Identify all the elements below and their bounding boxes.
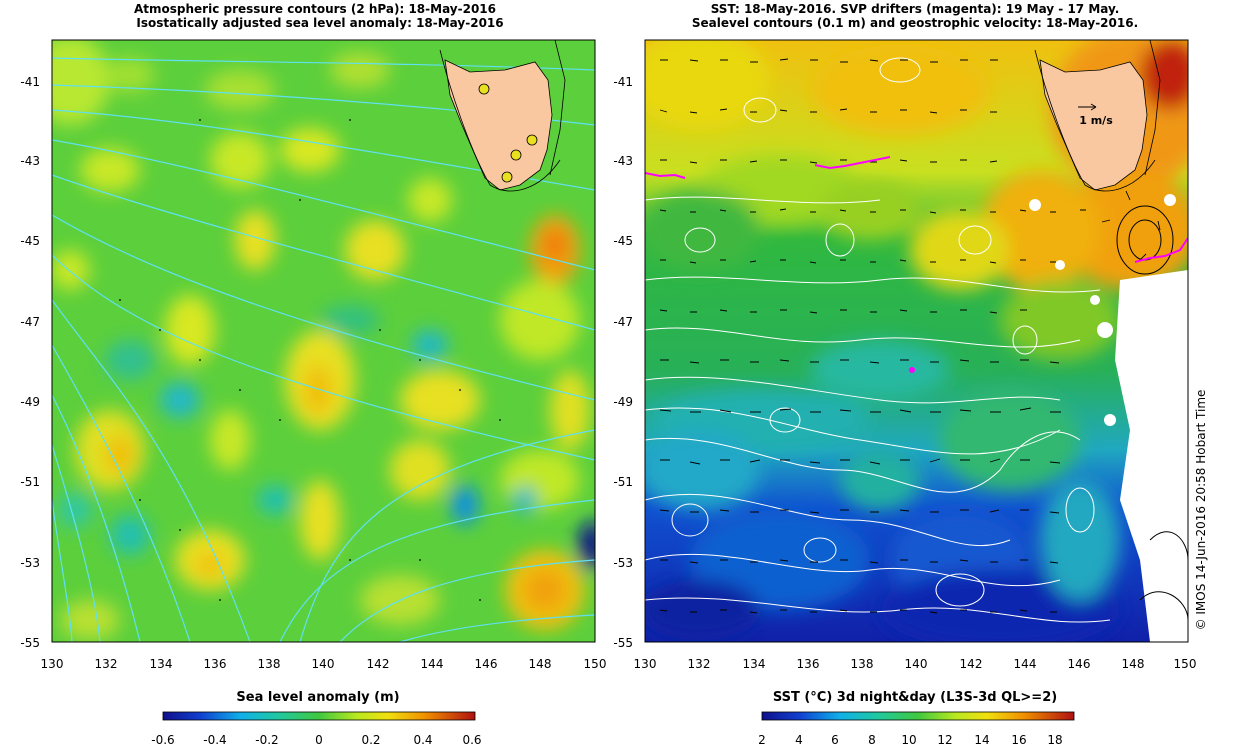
right-y-tick: -49 [613, 395, 633, 409]
sst-colorbar: SST (°C) 3d night&day (L3S-3d QL>=2) 2 4… [758, 690, 1075, 747]
sst-colorbar-tick: 2 [758, 733, 766, 747]
right-x-tick: 138 [851, 657, 874, 671]
sla-colorbar-title: Sea level anomaly (m) [236, 690, 399, 705]
cloud-mask [1029, 194, 1188, 642]
left-y-axis: -41 -43 -45 -47 -49 -51 -53 -55 [20, 75, 40, 650]
left-y-tick: -47 [20, 315, 40, 329]
pressure-contours [52, 57, 595, 642]
right-x-tick: 146 [1068, 657, 1091, 671]
sst-colorbar-tick: 12 [937, 733, 952, 747]
left-x-tick: 146 [475, 657, 498, 671]
right-y-tick: -43 [613, 154, 633, 168]
sla-field [52, 40, 595, 640]
right-title-line1: SST: 18-May-2016. SVP drifters (magenta)… [711, 2, 1120, 16]
sst-colorbar-tick: 10 [901, 733, 916, 747]
sst-colorbar-scale [761, 711, 1075, 721]
right-y-tick: -51 [613, 475, 633, 489]
sst-colorbar-tick: 14 [974, 733, 989, 747]
right-x-tick: 140 [905, 657, 928, 671]
right-x-axis: 130 132 134 136 138 140 142 144 146 148 … [634, 657, 1197, 671]
left-x-tick: 134 [150, 657, 173, 671]
right-x-tick: 144 [1014, 657, 1037, 671]
right-x-tick: 130 [634, 657, 657, 671]
sst-colorbar-title: SST (°C) 3d night&day (L3S-3d QL>=2) [773, 690, 1057, 705]
right-y-tick: -41 [613, 75, 633, 89]
left-x-tick: 140 [312, 657, 335, 671]
left-x-tick: 150 [584, 657, 607, 671]
left-x-axis: 130 132 134 136 138 140 142 144 146 148 … [41, 657, 607, 671]
sla-colorbar-tick: -0.4 [203, 733, 226, 747]
sst-map: 1 m/s [645, 40, 1188, 642]
sst-colorbar-tick: 16 [1011, 733, 1026, 747]
left-y-tick: -45 [20, 234, 40, 248]
left-x-tick: 148 [529, 657, 552, 671]
left-x-tick: 132 [95, 657, 118, 671]
left-y-tick: -55 [20, 636, 40, 650]
left-y-tick: -41 [20, 75, 40, 89]
sla-stipple [119, 119, 501, 601]
left-map-frame [51, 39, 596, 643]
sla-map [52, 40, 595, 642]
sla-colorbar-scale [162, 711, 476, 721]
left-x-tick: 144 [421, 657, 444, 671]
left-y-tick: -51 [20, 475, 40, 489]
svp-drifters [645, 156, 1188, 373]
sst-colorbar-tick: 4 [795, 733, 803, 747]
tasmania-land-left [439, 40, 566, 192]
right-x-tick: 142 [960, 657, 983, 671]
right-y-tick: -45 [613, 234, 633, 248]
tasmania-land-right [1034, 40, 1161, 192]
right-title-line2: Sealevel contours (0.1 m) and geostrophi… [692, 16, 1138, 30]
velocity-scale-label: 1 m/s [1079, 114, 1113, 127]
sst-colorbar-tick: 18 [1047, 733, 1062, 747]
credit-text: © IMOS 14-Jun-2016 20:58 Hobart Time [1194, 390, 1208, 631]
sla-colorbar-tick: 0.6 [462, 733, 481, 747]
left-y-tick: -49 [20, 395, 40, 409]
velocity-scale-arrow [1078, 103, 1097, 111]
right-x-tick: 136 [797, 657, 820, 671]
sla-colorbar-tick: -0.6 [151, 733, 174, 747]
left-title-line2: Isostatically adjusted sea level anomaly… [136, 16, 503, 30]
right-y-tick: -47 [613, 315, 633, 329]
sla-colorbar-tick: -0.2 [255, 733, 278, 747]
sealevel-contours [645, 57, 1111, 623]
left-x-tick: 130 [41, 657, 64, 671]
right-x-tick: 148 [1122, 657, 1145, 671]
sla-colorbar-tick: 0.2 [361, 733, 380, 747]
sla-colorbar-tick: 0.4 [413, 733, 432, 747]
right-map-frame [644, 39, 1189, 643]
left-x-tick: 142 [367, 657, 390, 671]
right-y-tick: -53 [613, 556, 633, 570]
sla-colorbar-tick: 0 [315, 733, 323, 747]
left-x-tick: 136 [204, 657, 227, 671]
right-y-tick: -55 [613, 636, 633, 650]
sla-colorbar: Sea level anomaly (m) -0.6 -0.4 -0.2 0 0… [151, 690, 481, 747]
left-x-tick: 138 [258, 657, 281, 671]
right-x-tick: 150 [1174, 657, 1197, 671]
right-x-tick: 134 [743, 657, 766, 671]
left-y-tick: -53 [20, 556, 40, 570]
sst-colorbar-tick: 8 [868, 733, 876, 747]
left-y-tick: -43 [20, 154, 40, 168]
left-title-line1: Atmospheric pressure contours (2 hPa): 1… [134, 2, 496, 16]
right-x-tick: 132 [688, 657, 711, 671]
sst-colorbar-tick: 6 [831, 733, 839, 747]
right-y-axis: -41 -43 -45 -47 -49 -51 -53 -55 [613, 75, 633, 650]
